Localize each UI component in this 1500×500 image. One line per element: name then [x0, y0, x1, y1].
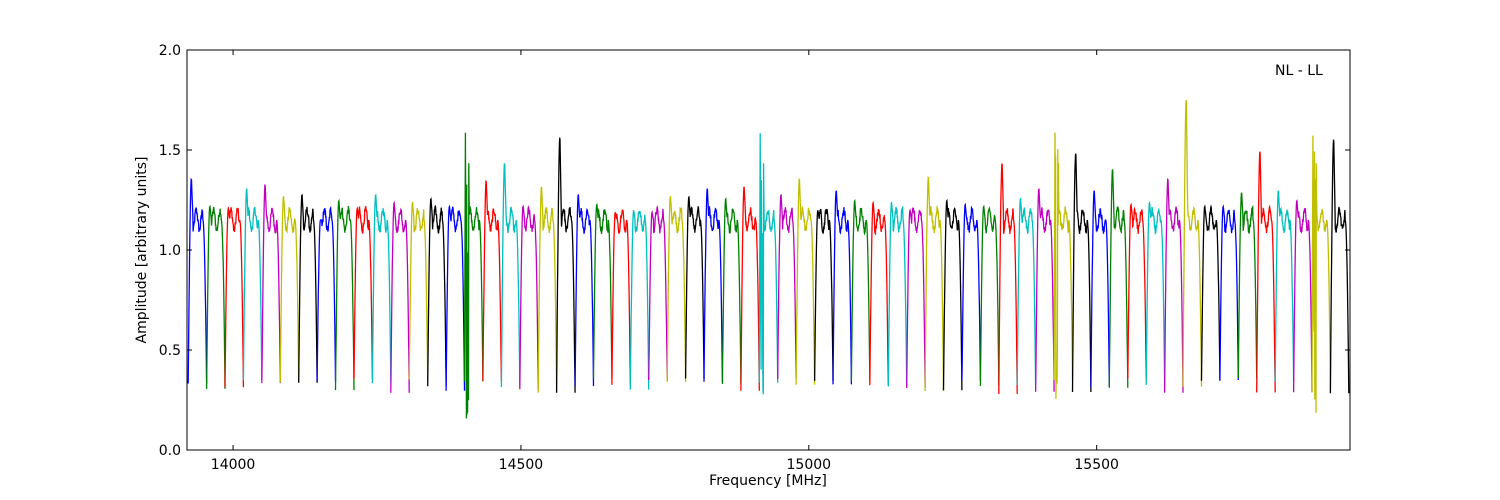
spectral-band-line — [427, 197, 447, 387]
spectral-band-line — [1274, 190, 1295, 382]
y-axis-label: Amplitude [arbitrary units] — [134, 157, 150, 344]
y-tick-label: 0.0 — [159, 443, 181, 459]
spectral-band-line — [1016, 197, 1037, 386]
spectral-band-line — [1108, 169, 1129, 388]
spectral-band-line — [721, 197, 742, 384]
spectral-band-line — [334, 198, 355, 391]
spectral-band-line — [445, 204, 466, 391]
spectral-band-line — [979, 204, 1000, 386]
spectral-band-line — [1311, 135, 1332, 413]
x-tick-label: 15500 — [1074, 457, 1119, 473]
spectral-band-line — [758, 133, 779, 395]
spectral-band-line — [813, 208, 834, 381]
spectral-band-line — [316, 205, 337, 382]
series-layer — [187, 99, 1350, 419]
spectral-band-line — [279, 195, 300, 383]
spectral-band-line — [224, 206, 245, 388]
spectral-band-line — [482, 179, 503, 382]
spectral-band-line — [777, 193, 797, 380]
ticks-layer: 14000 14500 15000 15500 0.0 0.5 1.0 1.5 2.0 — [159, 43, 1350, 473]
spectral-band-line — [998, 163, 1018, 394]
x-tick-label: 14500 — [499, 457, 544, 473]
spectral-band-line — [703, 188, 724, 382]
spectral-band-line — [408, 201, 429, 380]
spectral-band-line — [1071, 153, 1092, 393]
spectral-band-line — [371, 193, 392, 384]
spectral-band-line — [1182, 99, 1203, 387]
spectral-band-line — [574, 193, 595, 387]
spectral-band-line — [832, 190, 853, 385]
spectral-band-line — [1219, 204, 1239, 381]
spectral-band-line — [887, 201, 908, 387]
x-axis-label: Frequency [MHz] — [709, 473, 827, 489]
spectral-band-line — [537, 186, 558, 393]
x-tick-label: 14000 — [211, 457, 256, 473]
spectral-band-line — [1053, 132, 1074, 399]
spectral-band-line — [298, 193, 318, 383]
annotation-label: NL - LL — [1275, 63, 1323, 79]
spectral-band-line — [463, 132, 484, 419]
spectral-band-line — [629, 210, 650, 390]
spectral-band-line — [684, 195, 705, 379]
spectral-band-line — [390, 200, 410, 393]
spectral-band-line — [1256, 151, 1276, 393]
spectral-band-line — [1090, 190, 1110, 387]
spectral-band-line — [740, 186, 760, 391]
spectral-band-line — [1127, 202, 1147, 380]
spectral-band-line — [261, 184, 281, 384]
spectral-band-line — [906, 207, 926, 389]
spectral-band-line — [1292, 199, 1313, 393]
spectral-band-line — [648, 204, 668, 381]
y-tick-label: 1.0 — [159, 243, 181, 259]
spectral-band-line — [924, 176, 945, 392]
spectral-band-line — [942, 198, 963, 391]
y-tick-label: 2.0 — [159, 43, 181, 59]
y-tick-label: 1.5 — [159, 143, 181, 159]
spectral-band-line — [1034, 188, 1055, 392]
spectral-band-line — [242, 188, 263, 381]
x-tick-label: 15000 — [787, 457, 832, 473]
spectral-band-line — [1329, 139, 1350, 394]
spectral-band-line — [611, 209, 631, 385]
spectral-band-line — [500, 163, 521, 388]
spectral-band-line — [1237, 192, 1258, 379]
spectral-band-line — [519, 204, 539, 390]
spectral-band-line — [353, 206, 374, 380]
spectral-band-line — [187, 177, 208, 384]
spectral-band-line — [666, 195, 687, 382]
spectral-band-line — [1163, 178, 1184, 393]
spectral-band-line — [869, 201, 889, 386]
y-tick-label: 0.5 — [159, 343, 181, 359]
spectral-band-line — [850, 199, 871, 381]
spectral-band-line — [555, 137, 576, 393]
spectral-band-line — [795, 177, 816, 385]
spectral-band-line — [205, 204, 226, 389]
spectral-band-line — [592, 203, 613, 380]
spectral-band-line — [1200, 204, 1221, 381]
spectral-band-line — [1145, 201, 1166, 386]
spectral-band-line — [961, 202, 982, 381]
